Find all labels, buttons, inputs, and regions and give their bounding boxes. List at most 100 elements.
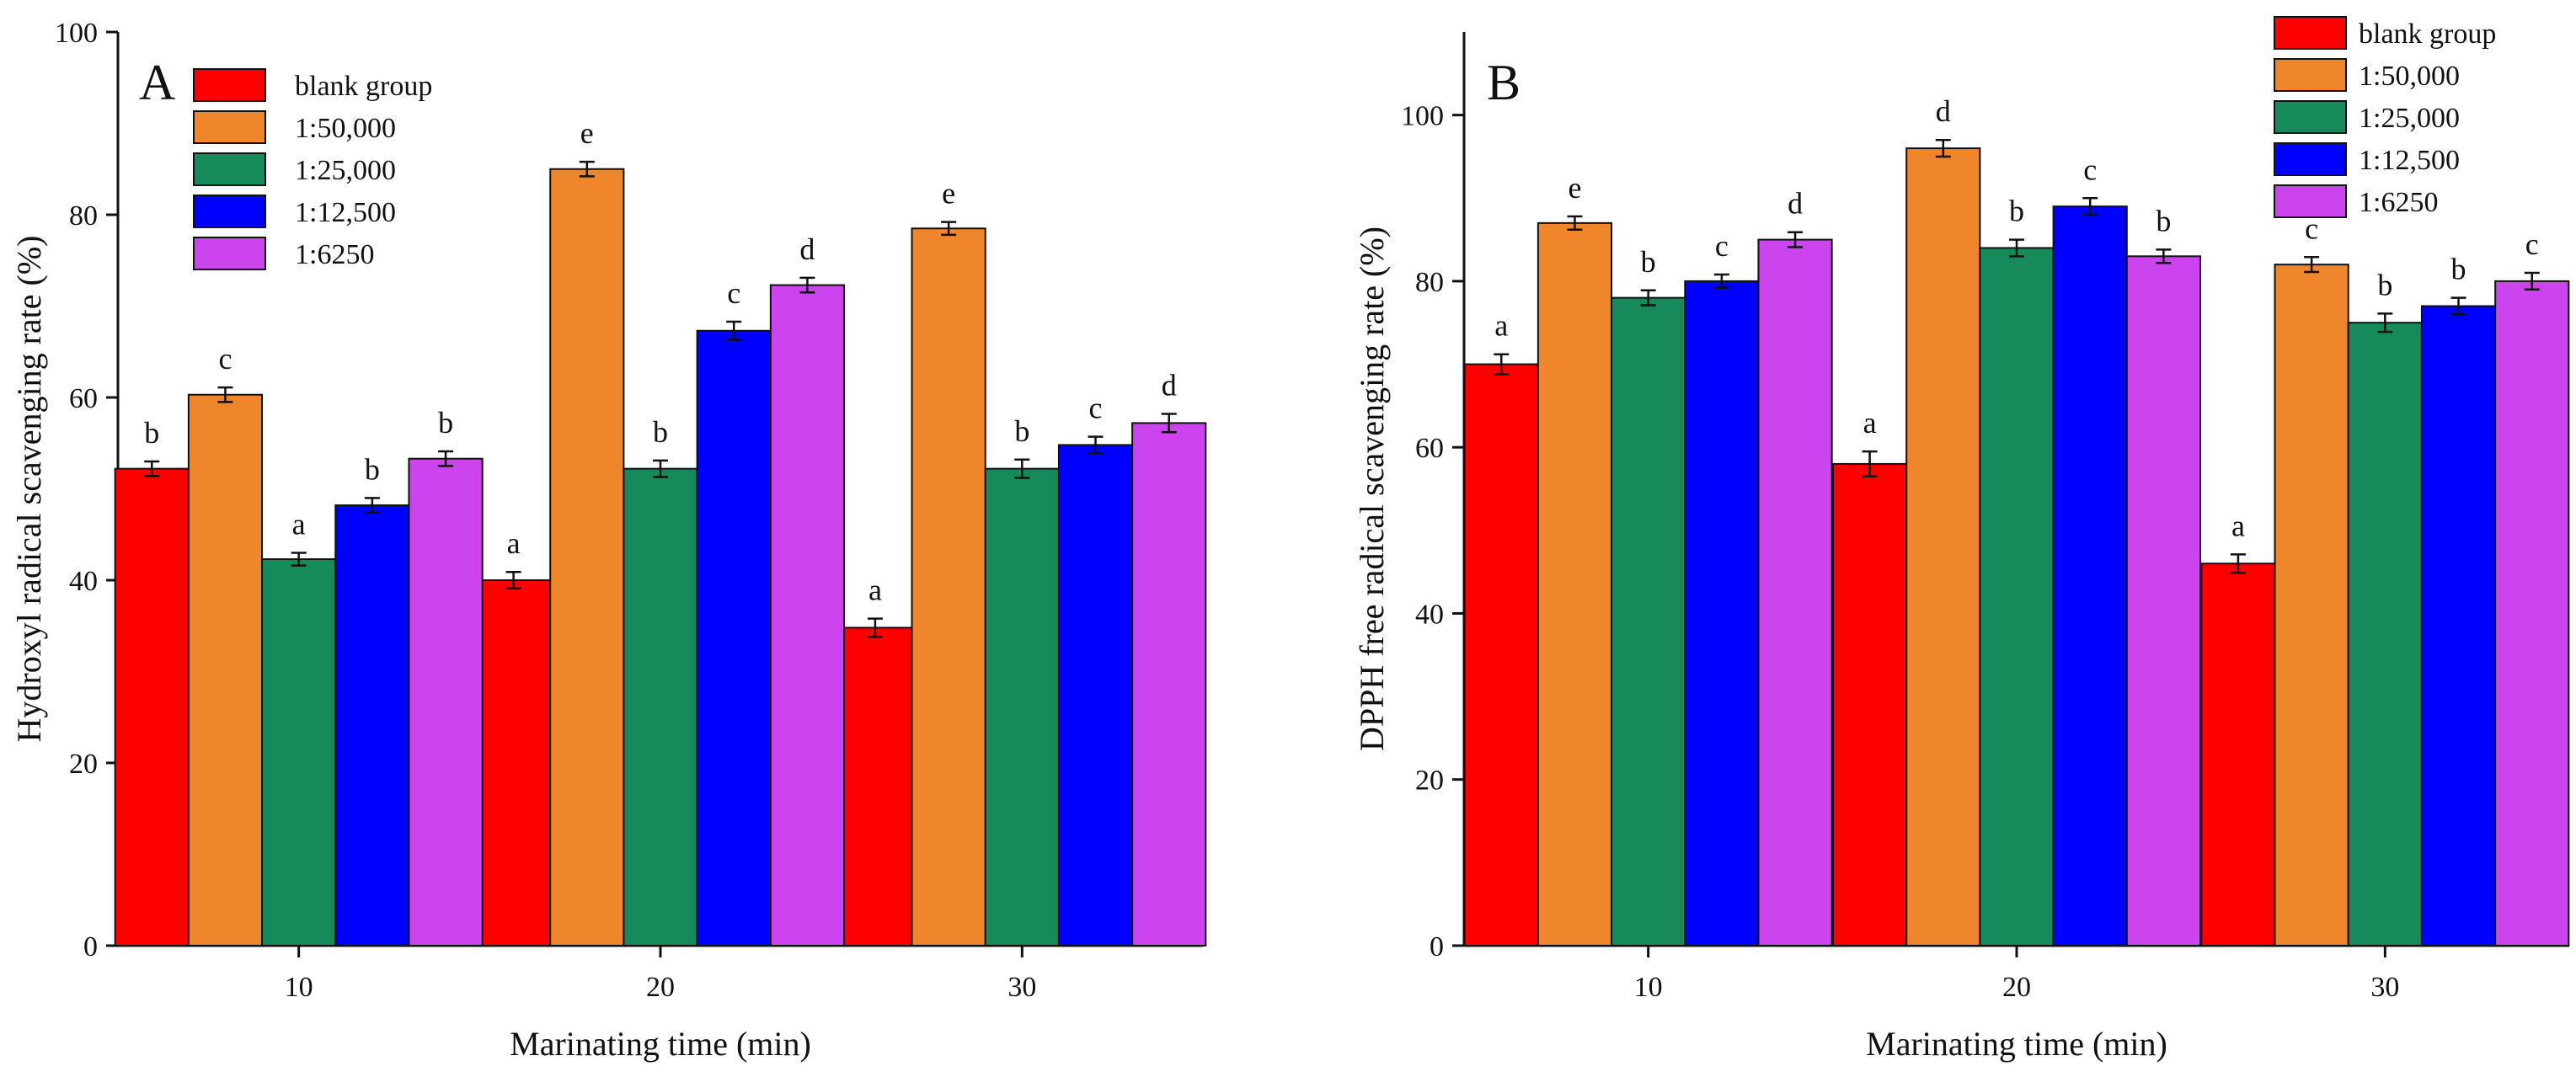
x-axis-title: Marinating time (min)	[1866, 1025, 2167, 1063]
significance-label: b	[2451, 253, 2466, 286]
bar	[2274, 264, 2349, 946]
legend-label: 1:50,000	[295, 113, 396, 144]
bar	[837, 626, 913, 946]
legend-label: 1:50,000	[2359, 61, 2460, 92]
y-tick-label: 60	[69, 383, 98, 414]
significance-label: a	[1863, 406, 1877, 440]
panel-a: 0 20 40 60 80 100 10 20 30 b a a c e e a b b b c c b d d A blank …	[10, 18, 1207, 1063]
x-tick-label: 10	[1634, 972, 1663, 1003]
bar	[911, 227, 986, 946]
bar	[1757, 238, 1833, 947]
x-tick-label: 30	[1007, 972, 1036, 1003]
bar	[187, 393, 264, 946]
x-tick-label: 20	[646, 972, 675, 1003]
legend-label: 1:12,500	[295, 197, 396, 228]
significance-label: b	[2377, 268, 2392, 301]
bar	[1832, 462, 1908, 946]
bar	[476, 579, 552, 946]
y-tick-label: 80	[69, 200, 98, 232]
significance-label: c	[1089, 392, 1103, 425]
significance-label: d	[1788, 187, 1803, 221]
panel-letter: A	[139, 55, 175, 110]
legend-swatch	[2274, 58, 2347, 92]
bar	[1684, 280, 1760, 946]
bar	[984, 467, 1060, 946]
bar	[1057, 444, 1134, 946]
y-axis-title: Hydroxyl radical scavenging rate (%)	[10, 236, 48, 743]
bar	[2125, 255, 2202, 946]
significance-label: c	[218, 342, 232, 376]
legend-swatch	[193, 110, 266, 144]
panel-b: 0 20 40 60 80 100 10 20 30 a a a e d c b b b c c b d b c Bblank …	[1353, 16, 2570, 1063]
significance-label: b	[1641, 245, 1656, 279]
legend-label: blank group	[295, 71, 432, 102]
bar	[261, 558, 337, 946]
significance-label: a	[292, 507, 306, 541]
legend-label: 1:6250	[295, 239, 374, 270]
significance-label: a	[507, 526, 521, 560]
legend-swatch	[193, 195, 266, 228]
y-tick-label: 60	[1415, 433, 1444, 464]
y-tick-label: 100	[1401, 101, 1444, 132]
legend-swatch	[193, 68, 266, 102]
significance-label: e	[942, 177, 955, 211]
significance-label: d	[1936, 94, 1951, 128]
legend-swatch	[193, 152, 266, 186]
significance-label: b	[2156, 204, 2171, 237]
significance-label: a	[2231, 509, 2245, 542]
bar	[1979, 247, 2055, 947]
significance-label: c	[2083, 152, 2097, 186]
significance-label: c	[2525, 227, 2539, 261]
significance-label: b	[653, 415, 668, 449]
significance-label: c	[2305, 211, 2318, 245]
legend-label: 1:12,500	[2359, 145, 2460, 176]
bar	[334, 504, 410, 946]
legend-label: 1:25,000	[2359, 103, 2460, 134]
legend-label: blank group	[2359, 19, 2496, 50]
y-tick-label: 0	[1430, 931, 1444, 962]
significance-label: a	[868, 573, 882, 607]
x-tick-label: 10	[285, 972, 313, 1003]
bar	[1611, 296, 1686, 946]
bar	[2420, 305, 2497, 946]
panel-letter: B	[1487, 55, 1520, 110]
y-tick-label: 80	[1415, 267, 1444, 298]
significance-label: b	[144, 416, 159, 450]
significance-label: b	[1014, 414, 1029, 448]
significance-label: b	[438, 406, 453, 440]
legend-swatch	[193, 237, 266, 270]
legend-swatch	[2274, 16, 2347, 50]
bar	[2347, 322, 2423, 946]
significance-label: c	[1715, 229, 1729, 263]
bar	[696, 329, 772, 947]
y-tick-label: 0	[83, 931, 98, 962]
bar	[1131, 422, 1207, 946]
bar	[1537, 221, 1613, 946]
legend-swatch	[2274, 100, 2347, 134]
significance-label: a	[1494, 309, 1508, 343]
legend-label: 1:6250	[2359, 187, 2438, 218]
significance-label: d	[799, 232, 815, 266]
significance-label: d	[1162, 369, 1177, 403]
legend-swatch	[2274, 184, 2347, 218]
bar	[2052, 205, 2128, 947]
significance-label: b	[365, 452, 380, 486]
bar	[1905, 147, 1981, 947]
y-tick-label: 40	[69, 566, 98, 597]
bar	[114, 467, 190, 946]
x-tick-label: 30	[2370, 972, 2399, 1003]
bar	[2200, 562, 2276, 946]
significance-label: e	[580, 116, 594, 150]
x-tick-label: 20	[2002, 972, 2031, 1003]
significance-label: b	[2009, 195, 2024, 228]
y-tick-label: 20	[1415, 765, 1444, 797]
y-tick-label: 20	[69, 749, 98, 780]
y-tick-label: 40	[1415, 599, 1444, 630]
y-tick-label: 100	[55, 18, 98, 49]
x-axis-title: Marinating time (min)	[510, 1025, 811, 1063]
significance-label: e	[1568, 171, 1581, 205]
legend-swatch	[2274, 142, 2347, 176]
bar	[549, 168, 625, 946]
significance-label: c	[727, 276, 740, 310]
bar	[769, 284, 845, 947]
